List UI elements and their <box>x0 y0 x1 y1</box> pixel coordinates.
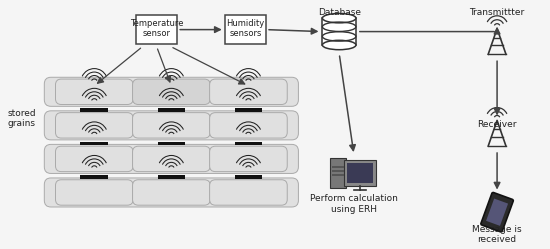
FancyBboxPatch shape <box>481 192 513 232</box>
Text: Perform calculation
using ERH: Perform calculation using ERH <box>310 194 398 214</box>
Text: Receiver: Receiver <box>477 121 517 129</box>
FancyBboxPatch shape <box>56 113 133 138</box>
FancyBboxPatch shape <box>133 79 210 105</box>
FancyBboxPatch shape <box>344 160 376 186</box>
Text: Database: Database <box>318 8 361 17</box>
FancyBboxPatch shape <box>210 113 287 138</box>
Bar <box>235 175 262 179</box>
Bar <box>80 175 108 179</box>
Ellipse shape <box>322 13 356 23</box>
FancyBboxPatch shape <box>224 15 266 44</box>
Bar <box>235 142 262 145</box>
Bar <box>157 108 185 112</box>
FancyBboxPatch shape <box>56 79 133 105</box>
FancyBboxPatch shape <box>486 198 508 226</box>
Text: Message is
received: Message is received <box>472 225 522 245</box>
FancyBboxPatch shape <box>45 111 299 140</box>
Bar <box>235 108 262 112</box>
FancyBboxPatch shape <box>133 113 210 138</box>
Bar <box>332 166 344 168</box>
Bar <box>322 18 356 45</box>
FancyBboxPatch shape <box>56 146 133 172</box>
FancyBboxPatch shape <box>133 146 210 172</box>
FancyBboxPatch shape <box>45 178 299 207</box>
FancyBboxPatch shape <box>45 77 299 106</box>
FancyBboxPatch shape <box>330 158 346 187</box>
FancyBboxPatch shape <box>347 163 373 183</box>
FancyBboxPatch shape <box>133 180 210 205</box>
Bar <box>157 142 185 145</box>
Bar <box>332 170 344 172</box>
Text: stored
grains: stored grains <box>8 109 36 128</box>
Text: Transmittter: Transmittter <box>470 8 525 17</box>
Bar <box>80 108 108 112</box>
Bar <box>332 174 344 176</box>
FancyBboxPatch shape <box>210 79 287 105</box>
FancyBboxPatch shape <box>210 146 287 172</box>
Bar <box>157 175 185 179</box>
Text: Humidity
sensors: Humidity sensors <box>226 19 265 38</box>
Ellipse shape <box>322 40 356 50</box>
FancyBboxPatch shape <box>56 180 133 205</box>
Bar <box>80 142 108 145</box>
FancyBboxPatch shape <box>136 15 177 44</box>
FancyBboxPatch shape <box>210 180 287 205</box>
Text: Temperature
sensor: Temperature sensor <box>130 19 183 38</box>
FancyBboxPatch shape <box>45 144 299 174</box>
